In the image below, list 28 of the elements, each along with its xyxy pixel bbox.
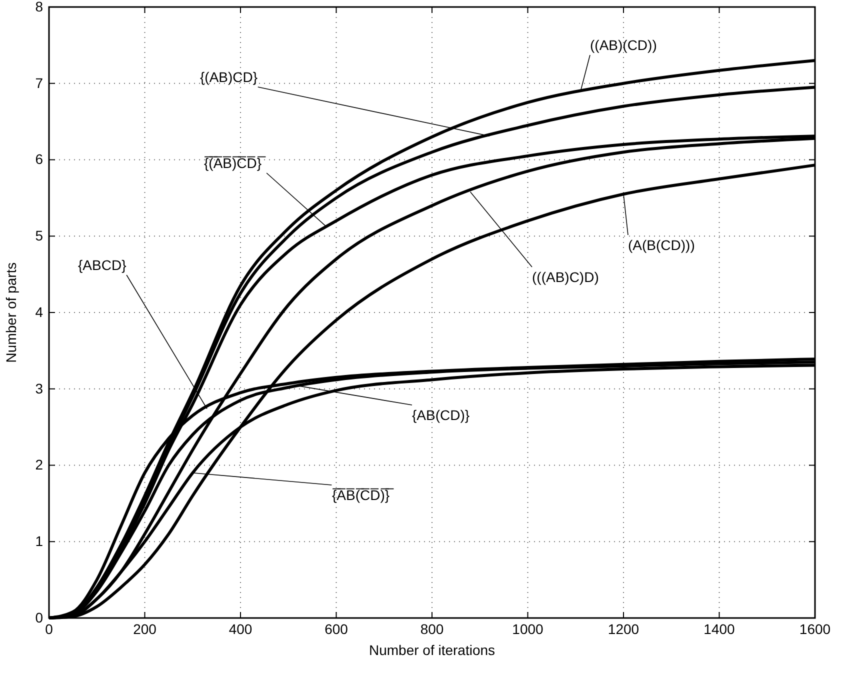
annotation: {̅A̅B̅(̅C̅D̅)̅}̅: [332, 487, 395, 503]
annotation: {ABCD}: [78, 257, 127, 273]
annotation: {̅(̅A̅B̅)̅C̅D̅}̅: [204, 155, 267, 171]
y-tick-label: 6: [35, 151, 44, 168]
annotation: (A(B(CD))): [628, 237, 695, 253]
x-tick-label: 0: [45, 620, 54, 637]
x-tick-label: 400: [228, 620, 252, 637]
x-tick-label: 200: [133, 620, 157, 637]
y-tick-label: 5: [35, 228, 44, 244]
x-tick-label: 800: [420, 620, 444, 637]
y-tick-label: 2: [35, 456, 44, 473]
y-tick-label: 4: [35, 304, 44, 320]
x-tick-label: 1200: [608, 620, 640, 637]
y-axis-title: Number of parts: [3, 262, 19, 363]
y-tick-label: 3: [35, 380, 44, 396]
x-axis-title: Number of iterations: [368, 642, 496, 658]
x-tick-label: 600: [324, 620, 348, 637]
x-tick-label: 1000: [512, 620, 544, 637]
annotation: (((AB)C)D): [532, 269, 599, 285]
annotation: {(AB)CD}: [200, 69, 258, 85]
annotation: {AB(CD)}: [412, 407, 470, 423]
y-tick-label: 8: [35, 0, 44, 14]
annotation: ((AB)(CD)): [590, 37, 657, 53]
y-tick-label: 7: [35, 74, 44, 91]
x-tick-label: 1400: [704, 620, 736, 637]
x-tick-label: 1600: [799, 620, 831, 637]
y-tick-label: 1: [35, 533, 44, 550]
y-tick-label: 0: [35, 609, 44, 626]
